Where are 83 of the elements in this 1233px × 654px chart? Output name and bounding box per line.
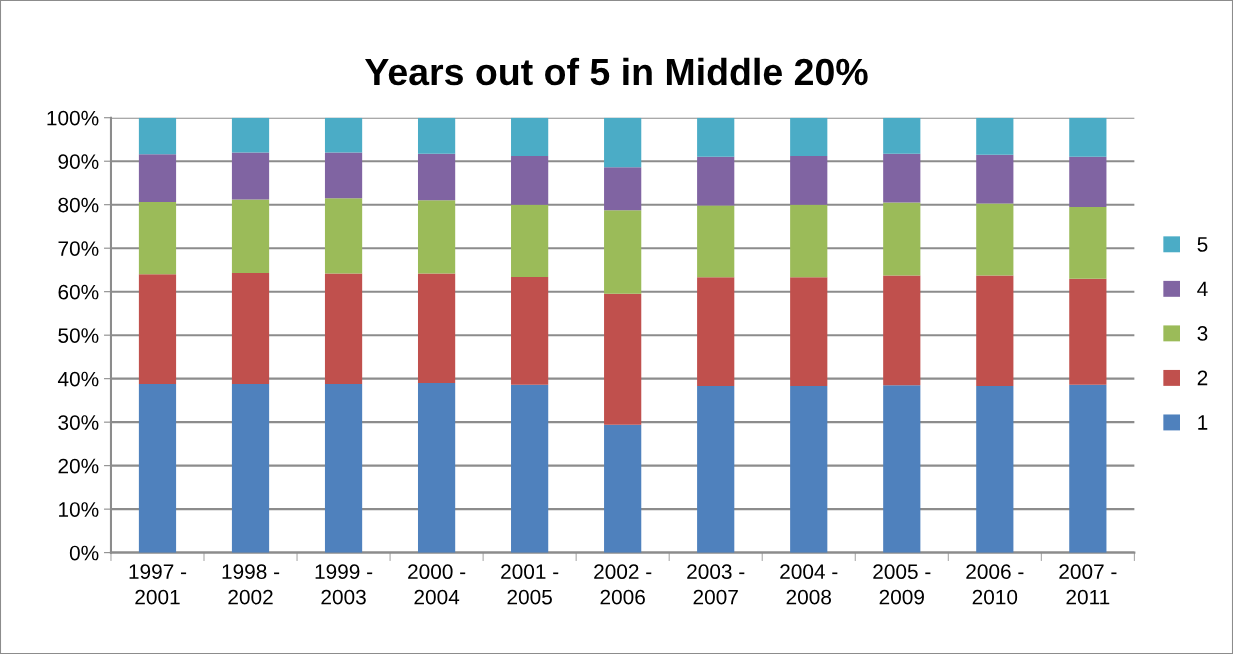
bar — [790, 155, 828, 205]
bar — [790, 277, 828, 387]
x-tick-label: 2004 - 2008 — [780, 564, 838, 605]
bar — [511, 276, 549, 385]
bar — [417, 273, 456, 384]
legend-label: 4 — [1197, 281, 1208, 297]
x-tick-label: 2007 - 2011 — [1059, 564, 1117, 605]
x-tick-label: 2001 - 2005 — [501, 564, 559, 605]
legend-label: 3 — [1197, 326, 1208, 341]
bar — [604, 293, 642, 425]
legend-label: 1 — [1198, 415, 1208, 430]
x-tick-label: 2000 - 2004 — [408, 564, 466, 605]
bar — [1069, 384, 1107, 553]
y-tick-label: 0% — [69, 545, 99, 561]
bar — [697, 117, 735, 157]
bar — [138, 383, 177, 553]
y-tick-label: 30% — [58, 415, 99, 430]
bar — [976, 203, 1014, 276]
y-tick-label: 80% — [58, 197, 99, 213]
bar — [697, 386, 735, 553]
bar — [790, 117, 828, 156]
bar — [1069, 117, 1107, 157]
x-tick-label: 2002 - 2006 — [594, 564, 652, 605]
bar — [511, 155, 549, 205]
bar — [883, 117, 921, 154]
bar — [976, 386, 1014, 553]
y-tick-label: 10% — [59, 502, 99, 517]
bar — [324, 383, 363, 553]
y-tick-label: 50% — [58, 328, 99, 343]
bar — [697, 277, 735, 387]
y-tick-label: 90% — [58, 154, 99, 169]
x-tick-label: 1997 - 2001 — [129, 564, 187, 605]
bar — [976, 275, 1014, 387]
bar — [231, 272, 270, 384]
bar — [883, 202, 921, 276]
bar — [604, 424, 642, 553]
bar — [1069, 206, 1107, 279]
bar — [417, 153, 456, 201]
bar — [697, 156, 735, 206]
x-tick-label: 2005 - 2009 — [873, 564, 931, 605]
bar — [231, 152, 270, 200]
bar — [231, 199, 270, 273]
bar — [417, 117, 456, 154]
y-tick-label: 20% — [58, 458, 99, 474]
bar — [697, 205, 735, 278]
bar — [511, 384, 549, 553]
y-tick-label: 70% — [58, 241, 99, 256]
x-tick-label: 1998 - 2002 — [222, 564, 280, 605]
bar — [883, 275, 921, 386]
x-tick-label: 1999 - 2003 — [315, 564, 373, 605]
y-tick-label: 60% — [58, 284, 99, 300]
x-tick-label: 2006 - 2010 — [966, 564, 1024, 605]
legend-label: 5 — [1197, 237, 1208, 252]
bar — [511, 204, 549, 277]
bar — [324, 198, 363, 274]
bar — [324, 152, 363, 199]
bar — [511, 117, 549, 156]
bar — [138, 117, 177, 155]
bar — [790, 204, 828, 278]
bar — [138, 202, 177, 275]
y-tick-label: 40% — [57, 371, 99, 387]
bar — [138, 274, 177, 384]
chart-title: Years out of 5 in Middle 20% — [365, 57, 868, 86]
bar — [231, 117, 270, 153]
bar — [604, 167, 642, 211]
y-tick-label: 100% — [47, 110, 99, 126]
bar — [976, 154, 1014, 204]
bar — [604, 117, 642, 168]
bar — [324, 273, 363, 384]
legend-label: 2 — [1197, 370, 1208, 386]
bar — [417, 383, 456, 553]
bar — [604, 210, 642, 294]
bar — [976, 117, 1014, 155]
bar — [324, 117, 363, 153]
bar — [231, 383, 270, 553]
bar — [1069, 156, 1107, 207]
bar — [883, 385, 921, 553]
bar — [138, 154, 177, 203]
bar — [790, 386, 828, 553]
x-tick-label: 2003 - 2007 — [687, 564, 745, 605]
bar — [1069, 278, 1107, 385]
bar — [883, 153, 921, 203]
bar — [417, 200, 456, 274]
